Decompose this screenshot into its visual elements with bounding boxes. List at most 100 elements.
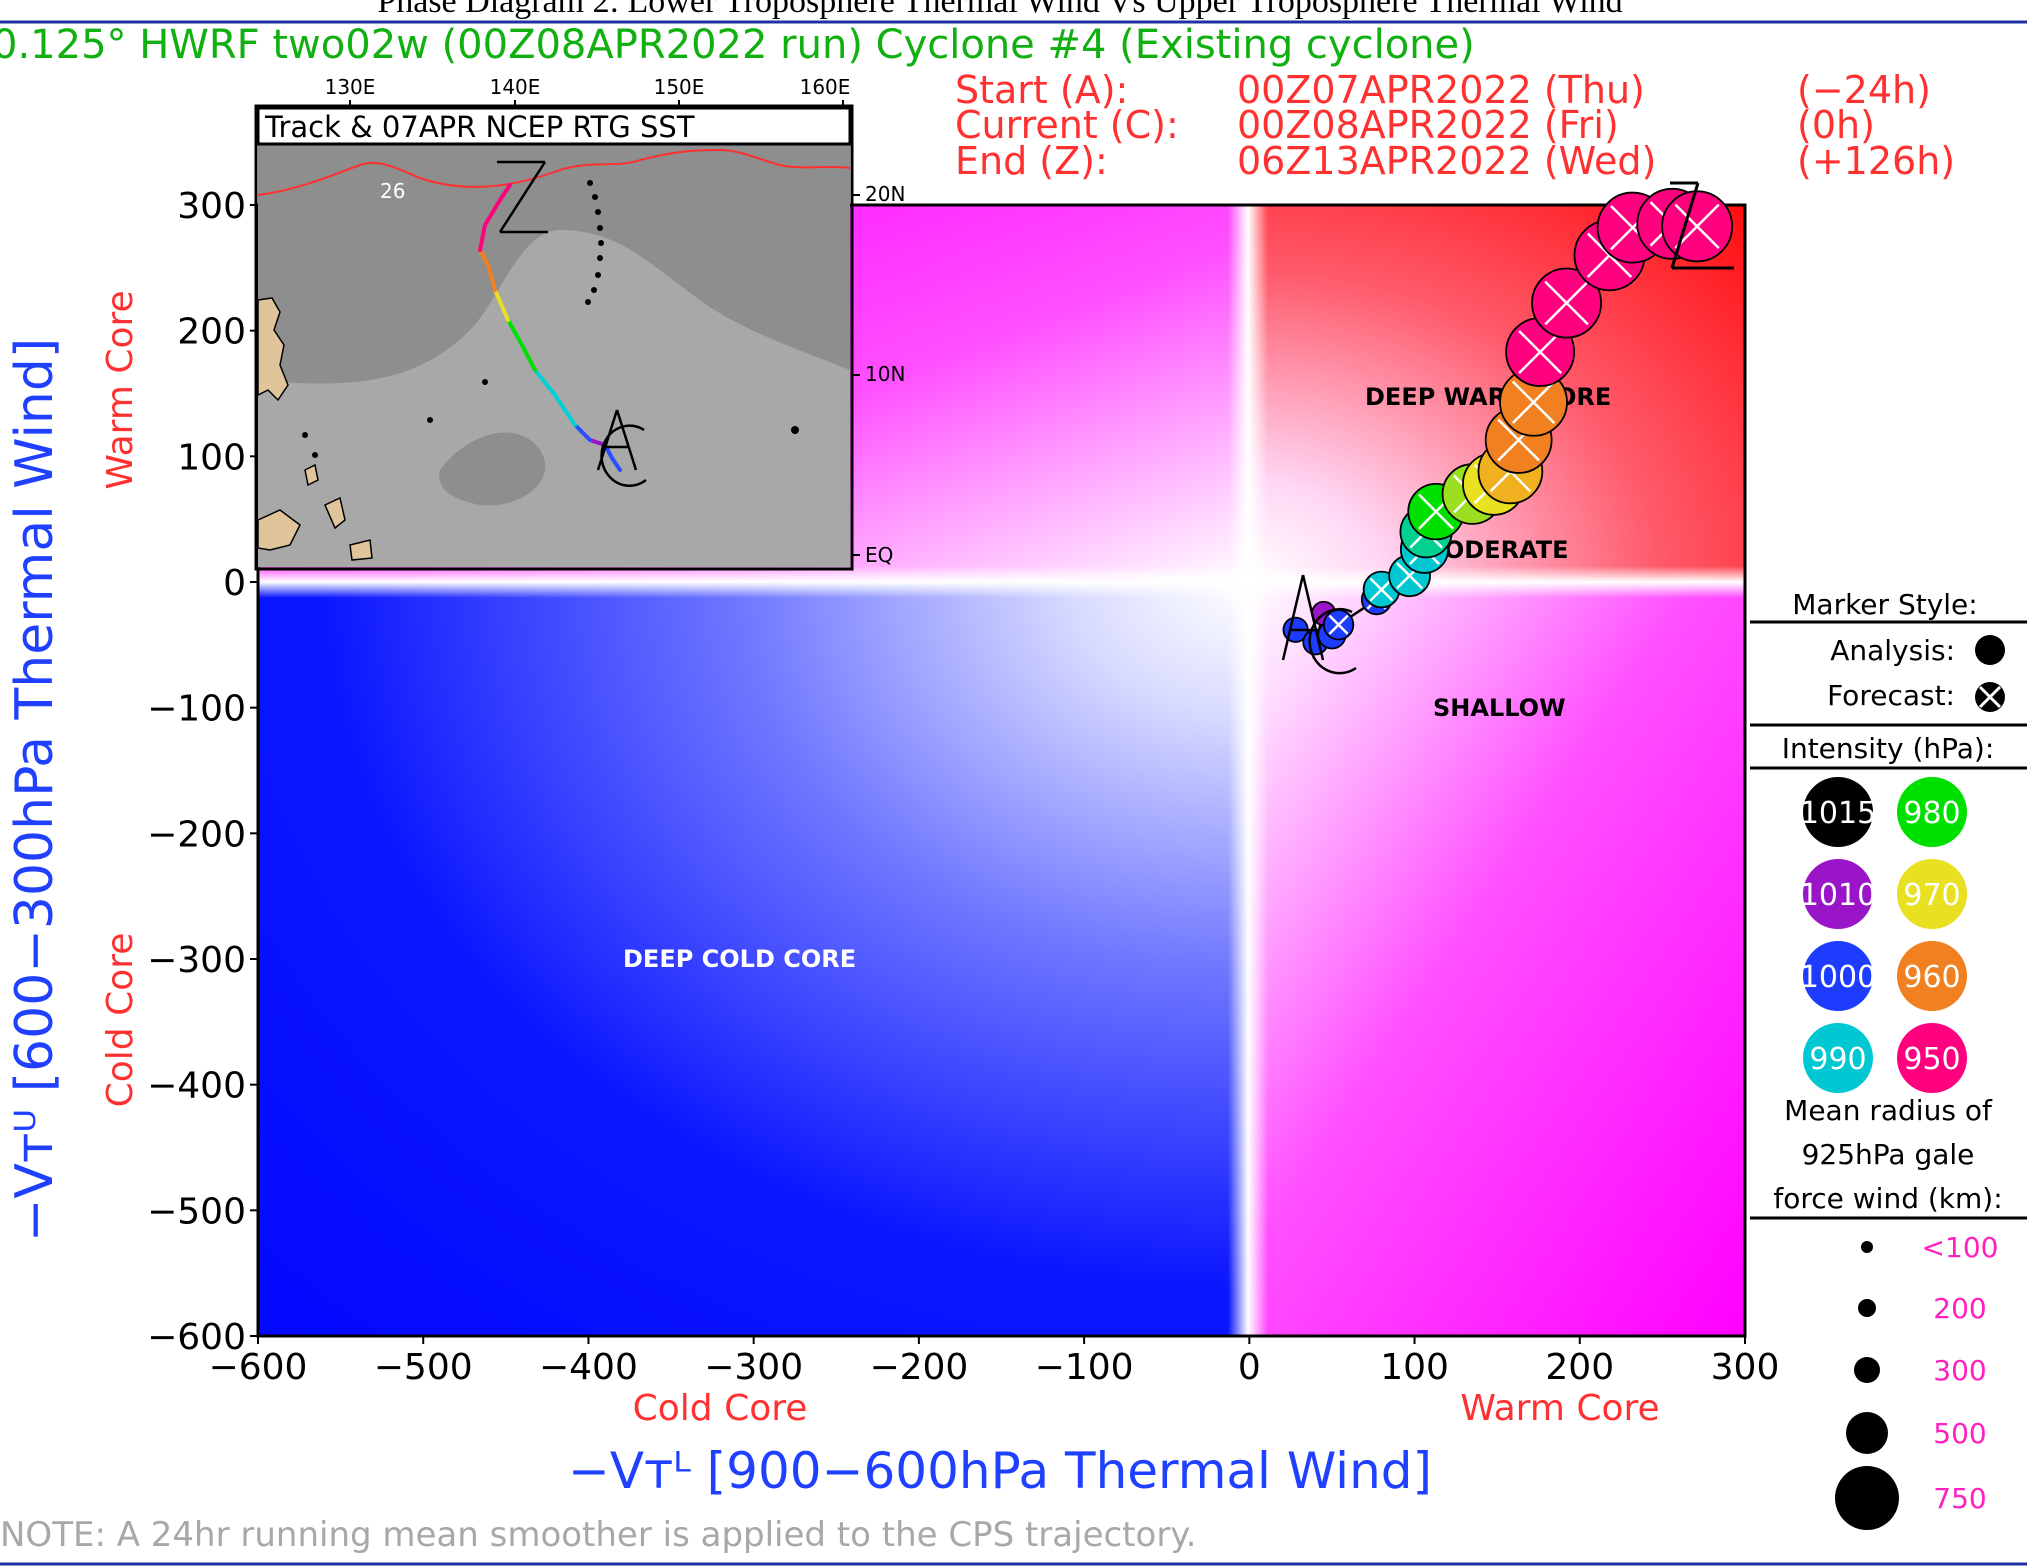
radius-swatch: 200 <box>1858 1292 1987 1325</box>
intensity-swatch-label: 960 <box>1903 960 1960 995</box>
region-labels: DEEP WARM CORE MODERATE SHALLOW DEEP COL… <box>623 383 1611 973</box>
radius-legend: <100 200 300 500 750 <box>1835 1231 1998 1530</box>
y-tick-label: −100 <box>147 689 246 730</box>
intensity-swatch-label: 950 <box>1903 1042 1960 1077</box>
x-axis-title: −Vᴛᴸ [900−600hPa Thermal Wind] <box>568 1442 1432 1500</box>
intensity-swatch: 980 <box>1897 777 1967 847</box>
inset-lat-labels: 20N 10N EQ <box>865 182 905 567</box>
forecast-cross <box>1674 203 1720 249</box>
intensity-swatch: 970 <box>1897 859 1967 929</box>
forecast-point <box>1322 609 1355 641</box>
current-label: Current (C): <box>955 103 1179 147</box>
intensity-swatch-circle <box>1897 1023 1967 1093</box>
y-tick-label: −300 <box>147 940 246 981</box>
y-tick-label: 300 <box>177 186 246 227</box>
start-time: 00Z07APR2022 (Thu) <box>1237 68 1645 112</box>
inset-track-segment <box>520 343 537 372</box>
forecast-cross <box>1511 380 1556 424</box>
forecast-cross <box>1328 614 1349 635</box>
intensity-swatch-label: 990 <box>1809 1042 1866 1077</box>
legend-radius-title-3: force wind (km): <box>1773 1182 2002 1215</box>
y-tick-label: 0 <box>223 563 246 604</box>
inset-title: Track & 07APR NCEP RTG SST <box>264 110 695 144</box>
legend-marker-style: Marker Style: <box>1792 588 1977 621</box>
time-legend: Start (A): 00Z07APR2022 (Thu) (−24h) Cur… <box>955 68 1955 183</box>
forecast-cross <box>1369 577 1394 602</box>
radius-swatch-circle <box>1835 1466 1899 1530</box>
x-cold-note: Cold Core <box>633 1388 808 1429</box>
model-line: 0.125° HWRF two02w (00Z08APR2022 run) Cy… <box>0 22 1475 68</box>
lat-label: 20N <box>865 182 905 206</box>
radius-swatch-circle <box>1858 1299 1876 1317</box>
inset-track-segment <box>610 456 622 472</box>
legend-panel: Marker Style: Analysis: Forecast: Intens… <box>1750 588 2027 1530</box>
lat-label: 10N <box>865 362 905 386</box>
lon-label: 150E <box>654 75 705 99</box>
inset-darker-sea-south <box>439 432 546 506</box>
intensity-swatch: 990 <box>1803 1023 1873 1093</box>
current-offset: (0h) <box>1797 103 1875 147</box>
end-offset: (+126h) <box>1797 139 1955 183</box>
inset-track-segment <box>498 183 512 202</box>
x-tick-label: −100 <box>1035 1347 1134 1388</box>
x-tick-label: 300 <box>1711 1347 1780 1388</box>
x-warm-note: Warm Core <box>1460 1388 1659 1429</box>
radius-swatch-label: 750 <box>1933 1482 1986 1515</box>
inset-title-box <box>256 106 852 146</box>
intensity-swatch-circle <box>1803 859 1873 929</box>
start-offset: (−24h) <box>1797 68 1931 112</box>
intensity-swatch: 960 <box>1897 941 1967 1011</box>
inset-lon-ticks <box>349 100 844 108</box>
inset-z-marker <box>497 160 548 234</box>
inset-track-segment <box>553 393 567 412</box>
inset-lat-ticks <box>852 194 860 556</box>
intensity-swatch-circle <box>1803 941 1873 1011</box>
x-tick-label: 100 <box>1380 1347 1449 1388</box>
lon-label: 160E <box>800 75 851 99</box>
radius-swatch-circle <box>1861 1241 1873 1253</box>
inset-land-philippines <box>257 297 289 402</box>
quadrant-warm <box>1248 205 1745 582</box>
sst-26-contour <box>257 148 851 196</box>
radius-swatch: 300 <box>1854 1354 1987 1387</box>
y-axis-title: −Vᴛᵁ [600−300hPa Thermal Wind] <box>5 338 65 1242</box>
y-cold-note: Cold Core <box>100 933 141 1108</box>
y-tick-label: 100 <box>177 437 246 478</box>
region-shallow: SHALLOW <box>1433 694 1566 722</box>
forecast-cross <box>1544 280 1589 326</box>
plot-frame <box>256 203 1747 1338</box>
legend-intensity-title: Intensity (hPa): <box>1782 732 1995 765</box>
inset-track-map: 26 Track & 07APR NCEP RTG SST <box>254 75 905 571</box>
forecast-point <box>1531 267 1602 339</box>
legend-analysis-marker <box>1975 635 2005 665</box>
end-time: 06Z13APR2022 (Wed) <box>1237 139 1656 183</box>
footnote: NOTE: A 24hr running mean smoother is ap… <box>0 1515 1196 1555</box>
y-tick-labels: 300 200 100 0 −100 −200 −300 −400 −500 −600 <box>147 186 258 1358</box>
legend-forecast-marker <box>1975 682 2005 712</box>
legend-radius-title-1: Mean radius of <box>1784 1094 1993 1127</box>
intensity-swatch-label: 1015 <box>1800 796 1876 831</box>
zero-band-vertical <box>1228 205 1268 1336</box>
legend-radius-title-2: 925hPa gale <box>1802 1138 1975 1171</box>
region-deep-cold: DEEP COLD CORE <box>623 945 856 973</box>
radius-swatch-label: 300 <box>1933 1354 1986 1387</box>
radius-swatch-label: <100 <box>1922 1231 1999 1264</box>
y-warm-note: Warm Core <box>100 290 141 489</box>
inset-land-islands <box>304 463 373 561</box>
intensity-swatch-circle <box>1803 777 1873 847</box>
forecast-cross <box>1518 330 1563 374</box>
x-tick-labels: −600 −500 −400 −300 −200 −100 0 100 200 300 <box>209 1336 1780 1388</box>
y-tick-label: 200 <box>177 312 246 353</box>
lon-label: 130E <box>325 75 376 99</box>
region-deep-warm: DEEP WARM CORE <box>1365 383 1611 411</box>
sst-label: 26 <box>380 179 405 203</box>
radius-swatch: <100 <box>1861 1231 1998 1264</box>
legend-analysis: Analysis: <box>1830 634 1955 667</box>
intensity-swatch-circle <box>1897 941 1967 1011</box>
inset-track-segment <box>493 288 510 322</box>
radius-swatch-label: 500 <box>1933 1417 1986 1450</box>
intensity-swatch: 1010 <box>1800 859 1876 929</box>
inset-track-segment <box>533 368 557 397</box>
current-time: 00Z08APR2022 (Fri) <box>1237 103 1619 147</box>
